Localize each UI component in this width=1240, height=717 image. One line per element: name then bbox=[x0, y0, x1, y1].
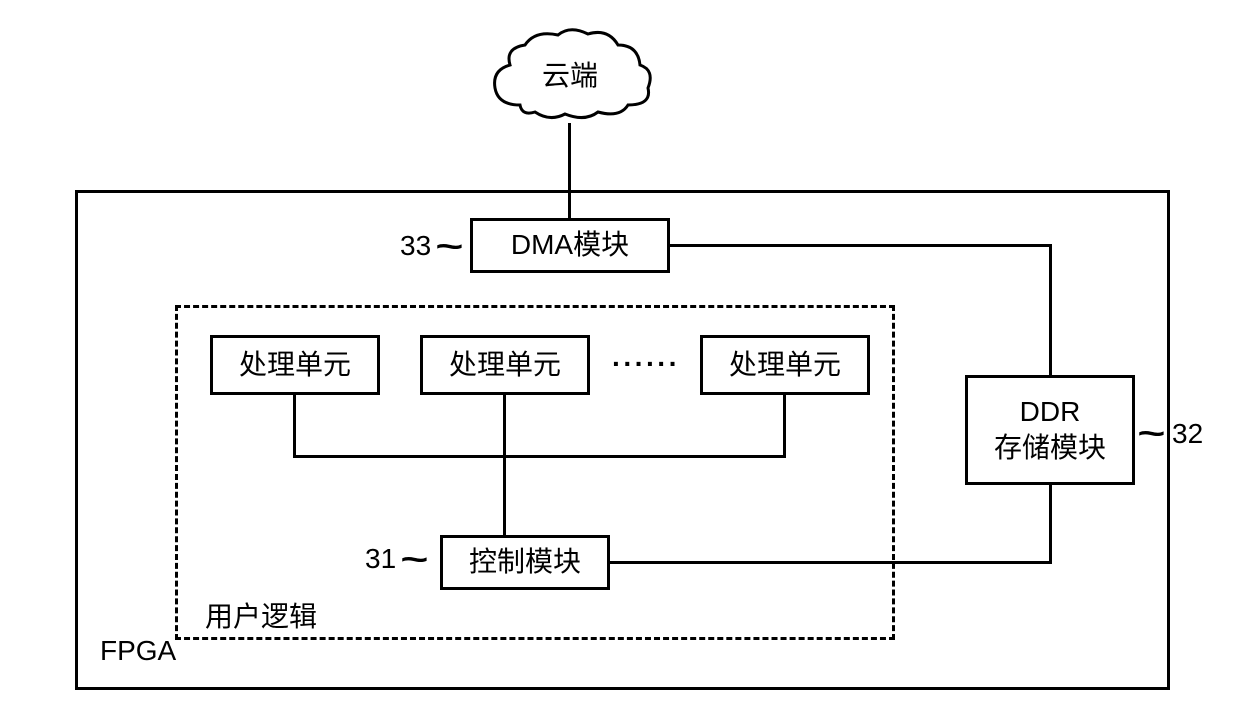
edge-bus-control bbox=[503, 455, 506, 537]
processing-unit-3: 处理单元 bbox=[700, 335, 870, 395]
ddr-label: DDR 存储模块 bbox=[994, 394, 1106, 467]
dma-box: DMA模块 bbox=[470, 218, 670, 273]
user-logic-label: 用户逻辑 bbox=[205, 595, 317, 635]
edge-dma-ddr-v bbox=[1049, 244, 1052, 377]
edge-control-ddr-h bbox=[610, 561, 1052, 564]
edge-pu2-bus bbox=[503, 395, 506, 457]
dma-label: DMA模块 bbox=[511, 227, 629, 263]
edge-dma-ddr-h bbox=[670, 244, 1052, 247]
edge-pu3-bus bbox=[783, 395, 786, 457]
processing-unit-1: 处理单元 bbox=[210, 335, 380, 395]
ref-33-tilde: ~ bbox=[435, 228, 463, 265]
fpga-label: FPGA bbox=[100, 635, 176, 667]
edge-bus-horizontal bbox=[293, 455, 786, 458]
control-box: 控制模块 bbox=[440, 535, 610, 590]
ref-32-tilde: ~ bbox=[1137, 415, 1165, 452]
ref-32: 32 bbox=[1172, 418, 1203, 450]
fpga-architecture-diagram: 云端 FPGA DMA模块 33 ~ 用户逻辑 处理单元 处理单元 ······… bbox=[0, 0, 1240, 717]
pu3-label: 处理单元 bbox=[729, 347, 841, 383]
control-label: 控制模块 bbox=[469, 544, 581, 580]
ref-31: 31 bbox=[365, 543, 396, 575]
pu-ellipsis: ······ bbox=[612, 348, 680, 380]
ddr-box: DDR 存储模块 bbox=[965, 375, 1135, 485]
edge-control-ddr-v bbox=[1049, 485, 1052, 564]
pu2-label: 处理单元 bbox=[449, 347, 561, 383]
cloud-label: 云端 bbox=[480, 58, 660, 94]
ref-31-tilde: ~ bbox=[400, 541, 428, 578]
pu1-label: 处理单元 bbox=[239, 347, 351, 383]
cloud-node: 云端 bbox=[480, 20, 660, 130]
processing-unit-2: 处理单元 bbox=[420, 335, 590, 395]
ref-33: 33 bbox=[400, 230, 431, 262]
edge-pu1-bus bbox=[293, 395, 296, 457]
